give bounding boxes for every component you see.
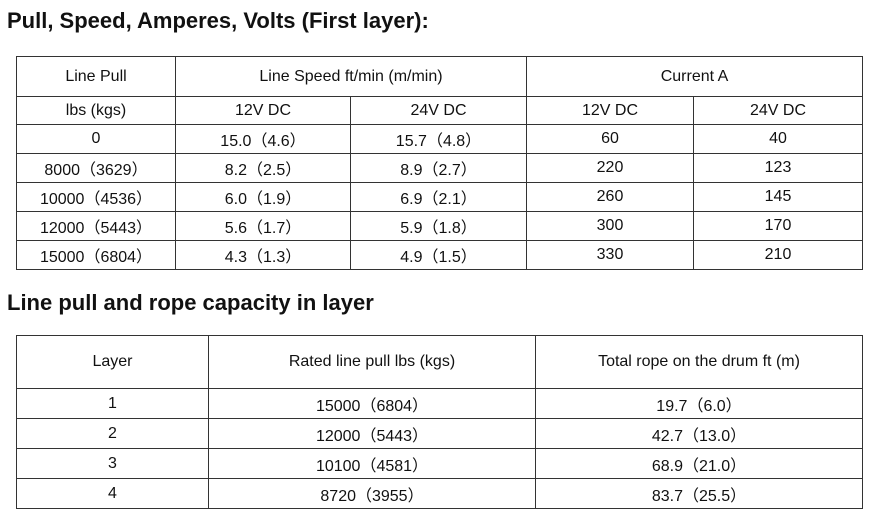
- table-cell: 42.7（13.0）: [535, 418, 863, 449]
- table-cell: 123: [693, 153, 863, 183]
- table-cell: 0: [16, 124, 176, 154]
- table-cell: 8720（3955）: [208, 478, 536, 509]
- header-cell: 24V DC: [350, 96, 527, 125]
- table-row: Layer Rated line pull lbs (kgs) Total rope…: [16, 335, 863, 389]
- table-cell: 3: [16, 448, 209, 479]
- table-row: 2 12000（5443） 42.7（13.0）: [16, 418, 863, 449]
- table-cell: 68.9（21.0）: [535, 448, 863, 479]
- table-cell: 15000（6804）: [208, 388, 536, 419]
- header-cell: Layer: [16, 335, 209, 389]
- performance-table: Line Pull Line Speed ft/min (m/min) Curr…: [16, 56, 863, 270]
- table-cell: 10000（4536）: [16, 182, 176, 212]
- table-cell: 6.9（2.1）: [350, 182, 527, 212]
- table-cell: 60: [526, 124, 694, 154]
- table-cell: 10100（4581）: [208, 448, 536, 479]
- table-cell: 2: [16, 418, 209, 449]
- table-cell: 300: [526, 211, 694, 241]
- header-cell: 12V DC: [175, 96, 351, 125]
- table-row: 15000（6804） 4.3（1.3） 4.9（1.5） 330 210: [16, 240, 863, 270]
- table-cell: 8000（3629）: [16, 153, 176, 183]
- header-cell: 12V DC: [526, 96, 694, 125]
- table-cell: 15000（6804）: [16, 240, 176, 270]
- table-cell: 15.0（4.6）: [175, 124, 351, 154]
- header-cell: Rated line pull lbs (kgs): [208, 335, 536, 389]
- table-cell: 19.7（6.0）: [535, 388, 863, 419]
- table-cell: 4.9（1.5）: [350, 240, 527, 270]
- table-cell: 1: [16, 388, 209, 419]
- capacity-table: Layer Rated line pull lbs (kgs) Total rope…: [16, 335, 863, 509]
- table-row: lbs (kgs) 12V DC 24V DC 12V DC 24V DC: [16, 96, 863, 125]
- table-cell: 5.6（1.7）: [175, 211, 351, 241]
- header-cell: Current A: [526, 56, 863, 97]
- table-cell: 4: [16, 478, 209, 509]
- table-row: 0 15.0（4.6） 15.7（4.8） 60 40: [16, 124, 863, 154]
- table-cell: 83.7（25.5）: [535, 478, 863, 509]
- header-cell: Line Speed ft/min (m/min): [175, 56, 527, 97]
- table-row: 10000（4536） 6.0（1.9） 6.9（2.1） 260 145: [16, 182, 863, 212]
- section-title: Line pull and rope capacity in layer: [7, 290, 374, 315]
- table-cell: 8.9（2.7）: [350, 153, 527, 183]
- table-cell: 15.7（4.8）: [350, 124, 527, 154]
- table-cell: 4.3（1.3）: [175, 240, 351, 270]
- table-row: 3 10100（4581） 68.9（21.0）: [16, 448, 863, 479]
- header-cell: lbs (kgs): [16, 96, 176, 125]
- table-cell: 220: [526, 153, 694, 183]
- table-cell: 330: [526, 240, 694, 270]
- header-cell: Line Pull: [16, 56, 176, 97]
- table-cell: 210: [693, 240, 863, 270]
- table-row: 8000（3629） 8.2（2.5） 8.9（2.7） 220 123: [16, 153, 863, 183]
- table-cell: 40: [693, 124, 863, 154]
- table-cell: 170: [693, 211, 863, 241]
- header-cell: Total rope on the drum ft (m): [535, 335, 863, 389]
- header-cell: 24V DC: [693, 96, 863, 125]
- table-cell: 12000（5443）: [16, 211, 176, 241]
- table-cell: 12000（5443）: [208, 418, 536, 449]
- table-row: 4 8720（3955） 83.7（25.5）: [16, 478, 863, 509]
- table-row: 1 15000（6804） 19.7（6.0）: [16, 388, 863, 419]
- table-cell: 6.0（1.9）: [175, 182, 351, 212]
- table-row: 12000（5443） 5.6（1.7） 5.9（1.8） 300 170: [16, 211, 863, 241]
- table-cell: 8.2（2.5）: [175, 153, 351, 183]
- table-cell: 260: [526, 182, 694, 212]
- section-title: Pull, Speed, Amperes, Volts (First layer…: [7, 8, 429, 33]
- table-cell: 5.9（1.8）: [350, 211, 527, 241]
- table-cell: 145: [693, 182, 863, 212]
